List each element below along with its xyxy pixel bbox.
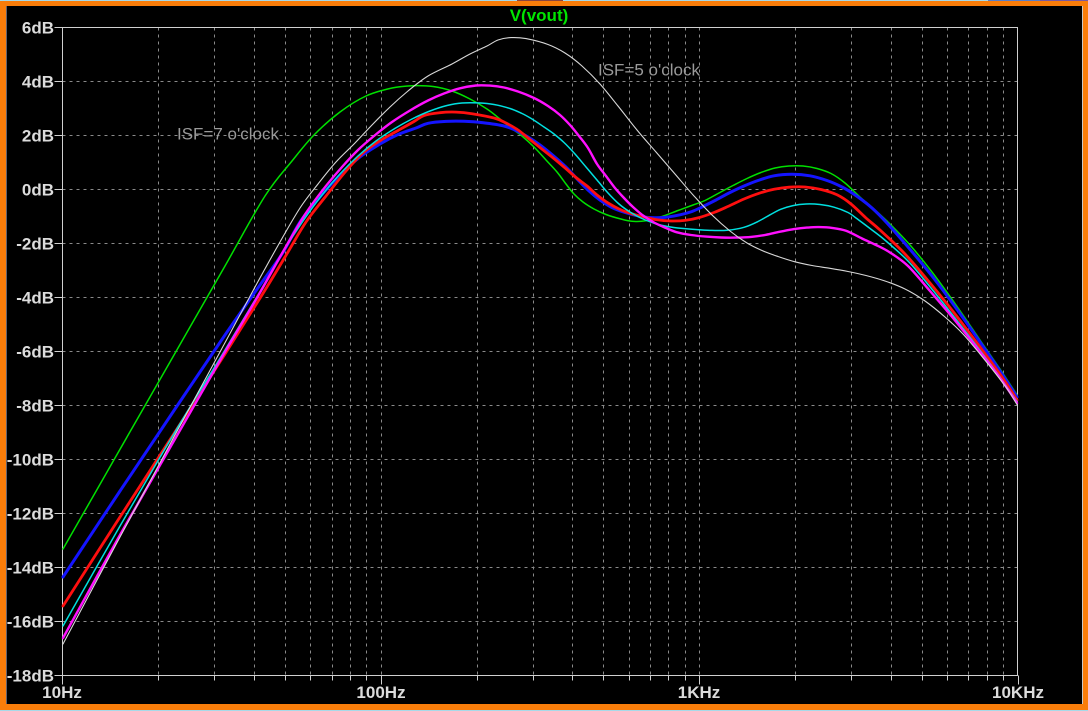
svg-text:10KHz: 10KHz [992,683,1044,702]
svg-text:-2dB: -2dB [16,235,54,254]
svg-text:-14dB: -14dB [7,559,54,578]
svg-text:V(vout): V(vout) [510,6,569,25]
svg-text:2dB: 2dB [22,127,54,146]
svg-text:-4dB: -4dB [16,289,54,308]
svg-text:1KHz: 1KHz [678,683,721,702]
svg-text:100Hz: 100Hz [356,683,405,702]
svg-text:0dB: 0dB [22,181,54,200]
svg-text:-18dB: -18dB [7,667,54,686]
svg-text:6dB: 6dB [22,19,54,38]
svg-text:10Hz: 10Hz [42,683,82,702]
svg-text:4dB: 4dB [22,73,54,92]
svg-text:-12dB: -12dB [7,505,54,524]
svg-text:-6dB: -6dB [16,343,54,362]
svg-text:-16dB: -16dB [7,613,54,632]
svg-text:-8dB: -8dB [16,397,54,416]
svg-text:ISF=7 o'clock: ISF=7 o'clock [177,125,279,144]
svg-text:-10dB: -10dB [7,451,54,470]
svg-text:ISF=5 o'clock: ISF=5 o'clock [598,61,700,80]
